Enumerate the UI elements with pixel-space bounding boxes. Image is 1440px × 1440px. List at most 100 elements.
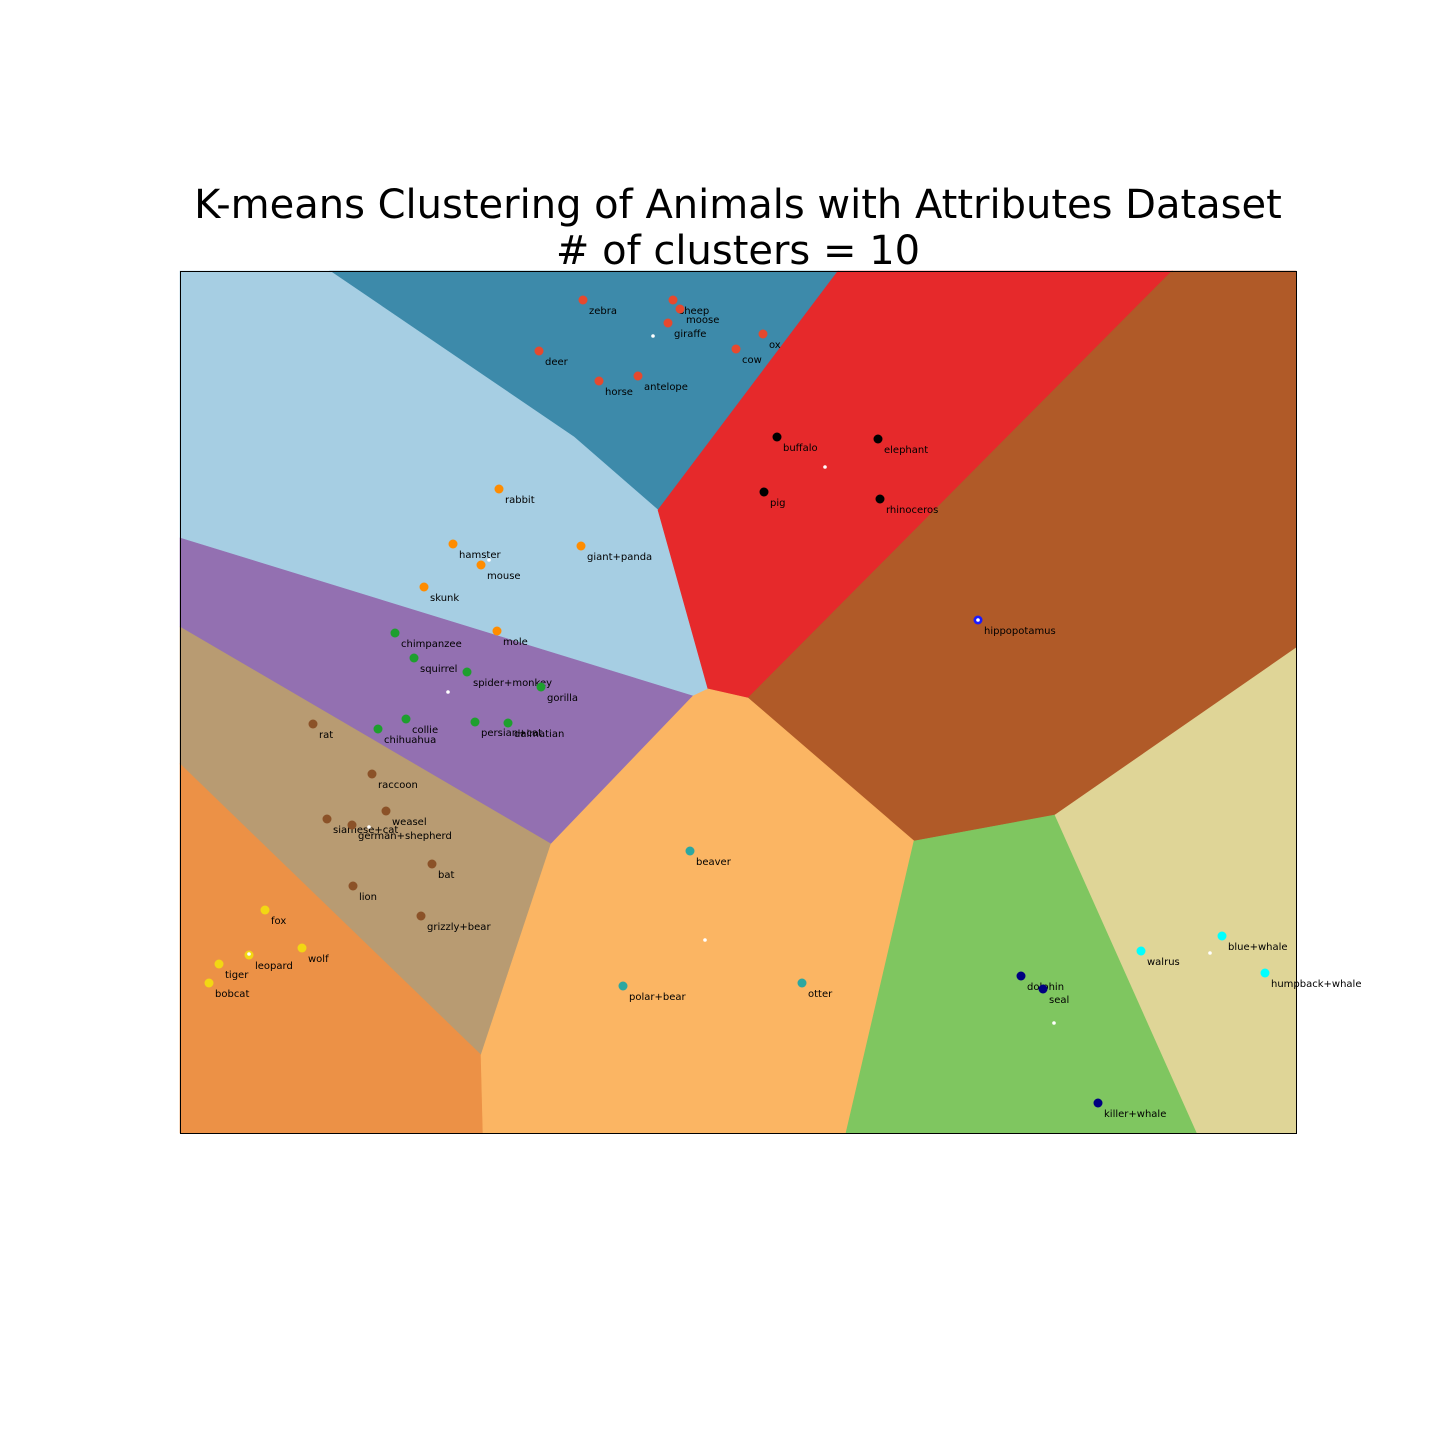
data-point-cow: [731, 344, 741, 354]
point-label-rhinoceros: rhinoceros: [886, 505, 938, 516]
centroid-marker-1: [651, 334, 655, 338]
data-point-giant+panda: [576, 541, 586, 551]
point-label-antelope: antelope: [644, 382, 688, 393]
data-point-humpback+whale: [1260, 968, 1270, 978]
data-point-dalmatian: [503, 718, 513, 728]
data-point-rabbit: [494, 484, 504, 494]
data-point-mole: [492, 626, 502, 636]
point-label-sheep: sheep: [679, 306, 709, 317]
data-point-hamster: [448, 539, 458, 549]
centroid-marker-7: [703, 938, 707, 942]
data-point-deer: [534, 346, 544, 356]
point-label-bat: bat: [438, 870, 454, 881]
data-point-walrus: [1136, 946, 1146, 956]
data-point-lion: [348, 881, 358, 891]
point-label-ox: ox: [769, 340, 781, 351]
point-label-horse: horse: [605, 387, 633, 398]
point-label-cow: cow: [742, 355, 762, 366]
data-point-buffalo: [772, 432, 782, 442]
point-label-moose: moose: [686, 315, 719, 326]
point-label-seal: seal: [1049, 995, 1069, 1006]
point-label-blue+whale: blue+whale: [1228, 942, 1288, 953]
point-label-mole: mole: [503, 637, 528, 648]
data-point-seal: [1038, 984, 1048, 994]
point-label-hamster: hamster: [459, 550, 501, 561]
data-point-elephant: [873, 434, 883, 444]
point-label-bobcat: bobcat: [215, 989, 249, 1000]
data-point-tiger: [214, 959, 224, 969]
data-point-raccoon: [367, 769, 377, 779]
point-label-buffalo: buffalo: [783, 443, 818, 454]
point-label-mouse: mouse: [487, 571, 521, 582]
centroid-marker-8: [247, 952, 251, 956]
point-label-rat: rat: [319, 730, 333, 741]
data-point-fox: [260, 905, 270, 915]
data-point-horse: [594, 376, 604, 386]
data-point-polar+bear: [618, 981, 628, 991]
data-point-siamese+cat: [322, 814, 332, 824]
centroid-marker-5: [446, 690, 450, 694]
point-label-raccoon: raccoon: [378, 780, 418, 791]
point-label-fox: fox: [271, 916, 286, 927]
data-point-otter: [797, 978, 807, 988]
centroid-marker-2: [823, 465, 827, 469]
point-label-zebra: zebra: [589, 306, 617, 317]
point-label-squirrel: squirrel: [420, 664, 457, 675]
point-label-grizzly+bear: grizzly+bear: [427, 922, 491, 933]
data-point-bobcat: [204, 978, 214, 988]
data-point-sheep: [668, 295, 678, 305]
point-label-persian+cat: persian+cat: [481, 728, 542, 739]
point-label-walrus: walrus: [1147, 957, 1180, 968]
point-label-humpback+whale: humpback+whale: [1271, 979, 1361, 990]
point-label-otter: otter: [808, 989, 833, 1000]
data-point-weasel: [381, 806, 391, 816]
point-label-hippopotamus: hippopotamus: [984, 626, 1056, 637]
data-point-chihuahua: [373, 724, 383, 734]
cluster-regions: [179, 270, 1297, 1134]
point-label-dalmatian: dalmatian: [514, 729, 564, 740]
data-point-persian+cat: [470, 717, 480, 727]
data-point-grizzly+bear: [416, 911, 426, 921]
data-point-mouse: [476, 560, 486, 570]
data-point-dolphin: [1016, 971, 1026, 981]
data-point-skunk: [419, 582, 429, 592]
centroid-marker-9: [1052, 1021, 1056, 1025]
point-label-lion: lion: [359, 892, 377, 903]
data-point-collie: [401, 714, 411, 724]
point-label-chimpanzee: chimpanzee: [401, 639, 462, 650]
data-point-german+shepherd: [347, 820, 357, 830]
point-label-beaver: beaver: [696, 857, 732, 868]
axes-frame: [180, 271, 1297, 1134]
data-point-spider+monkey: [462, 667, 472, 677]
data-point-rhinoceros: [875, 494, 885, 504]
data-point-pig: [759, 487, 769, 497]
centroid-marker-10: [1208, 951, 1212, 955]
data-point-wolf: [297, 943, 307, 953]
point-label-polar+bear: polar+bear: [629, 992, 686, 1003]
data-point-giraffe: [663, 318, 673, 328]
point-label-tiger: tiger: [225, 970, 249, 981]
data-point-beaver: [685, 846, 695, 856]
point-label-elephant: elephant: [884, 445, 928, 456]
data-point-antelope: [633, 371, 643, 381]
point-label-gorilla: gorilla: [547, 693, 578, 704]
data-point-rat: [308, 719, 318, 729]
centroid-marker-3: [487, 558, 491, 562]
data-point-blue+whale: [1217, 931, 1227, 941]
point-label-skunk: skunk: [430, 593, 459, 604]
point-label-killer+whale: killer+whale: [1104, 1109, 1166, 1120]
point-label-spider+monkey: spider+monkey: [473, 678, 552, 689]
point-label-giraffe: giraffe: [674, 329, 706, 340]
data-point-moose: [675, 304, 685, 314]
data-point-squirrel: [409, 653, 419, 663]
point-label-german+shepherd: german+shepherd: [358, 831, 452, 842]
point-label-collie: collie: [412, 725, 438, 736]
centroid-marker-4: [976, 618, 980, 622]
data-point-zebra: [578, 295, 588, 305]
data-point-gorilla: [536, 682, 546, 692]
data-point-chimpanzee: [390, 628, 400, 638]
data-point-bat: [427, 859, 437, 869]
point-label-leopard: leopard: [255, 961, 293, 972]
